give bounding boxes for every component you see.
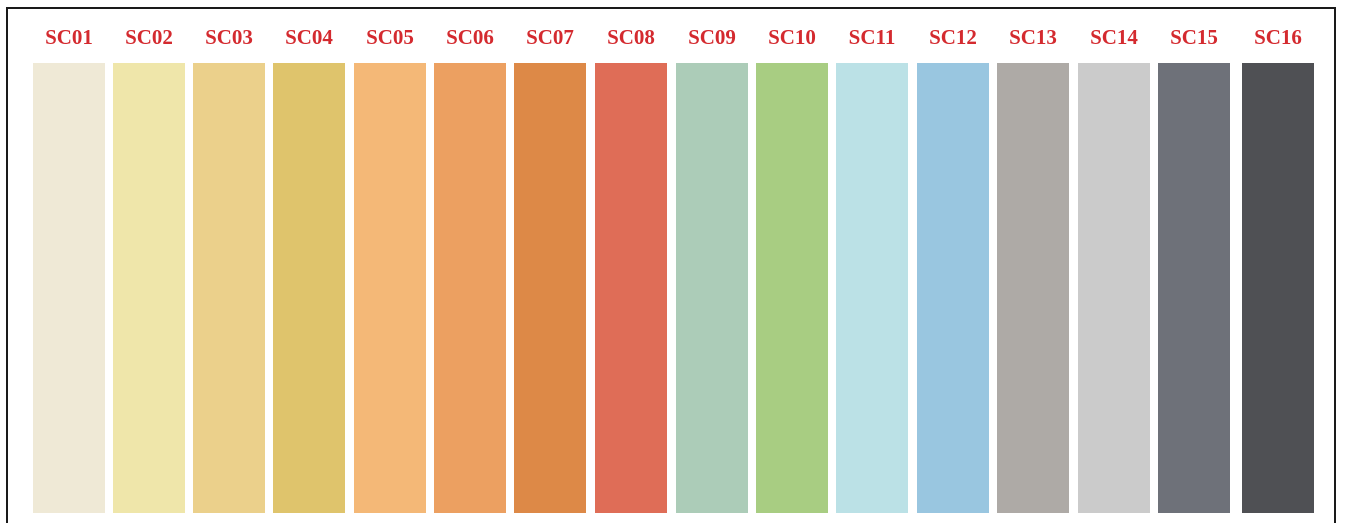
color-chip xyxy=(33,63,105,513)
swatch-code: SC01 xyxy=(45,25,93,49)
swatch-code: SC07 xyxy=(526,25,574,49)
swatch-sc07: SC07 xyxy=(514,0,586,530)
swatch-sc08: SC08 xyxy=(595,0,667,530)
color-chip xyxy=(354,63,426,513)
swatch-sc09: SC09 xyxy=(676,0,748,530)
color-chip xyxy=(1078,63,1150,513)
swatch-code: SC09 xyxy=(688,25,736,49)
swatch-sc14: SC14 xyxy=(1078,0,1150,530)
color-chip xyxy=(434,63,506,513)
color-chip xyxy=(1158,63,1230,513)
color-chip xyxy=(514,63,586,513)
swatch-code: SC10 xyxy=(768,25,816,49)
swatch-sc11: SC11 xyxy=(836,0,908,530)
swatch-code: SC06 xyxy=(446,25,494,49)
swatch-code: SC16 xyxy=(1254,25,1302,49)
swatch-code: SC13 xyxy=(1009,25,1057,49)
color-chip xyxy=(756,63,828,513)
swatch-code: SC03 xyxy=(205,25,253,49)
color-chip xyxy=(595,63,667,513)
color-chip xyxy=(273,63,345,513)
swatch-code: SC12 xyxy=(929,25,977,49)
swatch-sc05: SC05 xyxy=(354,0,426,530)
swatch-sc02: SC02 xyxy=(113,0,185,530)
swatch-sc10: SC10 xyxy=(756,0,828,530)
swatch-sc04: SC04 xyxy=(273,0,345,530)
swatch-sc12: SC12 xyxy=(917,0,989,530)
swatch-sc06: SC06 xyxy=(434,0,506,530)
swatch-sc03: SC03 xyxy=(193,0,265,530)
swatch-code: SC04 xyxy=(285,25,333,49)
color-chip xyxy=(676,63,748,513)
swatch-code: SC14 xyxy=(1090,25,1138,49)
swatch-code: SC08 xyxy=(607,25,655,49)
color-chip xyxy=(193,63,265,513)
swatch-sc16: SC16 xyxy=(1242,0,1314,530)
color-chip xyxy=(836,63,908,513)
color-chip xyxy=(997,63,1069,513)
color-chip xyxy=(113,63,185,513)
swatch-code: SC11 xyxy=(848,25,896,49)
swatch-code: SC05 xyxy=(366,25,414,49)
swatch-code: SC02 xyxy=(125,25,173,49)
swatch-sc15: SC15 xyxy=(1158,0,1230,530)
color-chip xyxy=(917,63,989,513)
color-chip xyxy=(1242,63,1314,513)
swatch-sc01: SC01 xyxy=(33,0,105,530)
color-swatch-chart: SC01 SC02 SC03 SC04 SC05 SC06 SC07 SC08 … xyxy=(33,0,1323,530)
swatch-sc13: SC13 xyxy=(997,0,1069,530)
swatch-code: SC15 xyxy=(1170,25,1218,49)
